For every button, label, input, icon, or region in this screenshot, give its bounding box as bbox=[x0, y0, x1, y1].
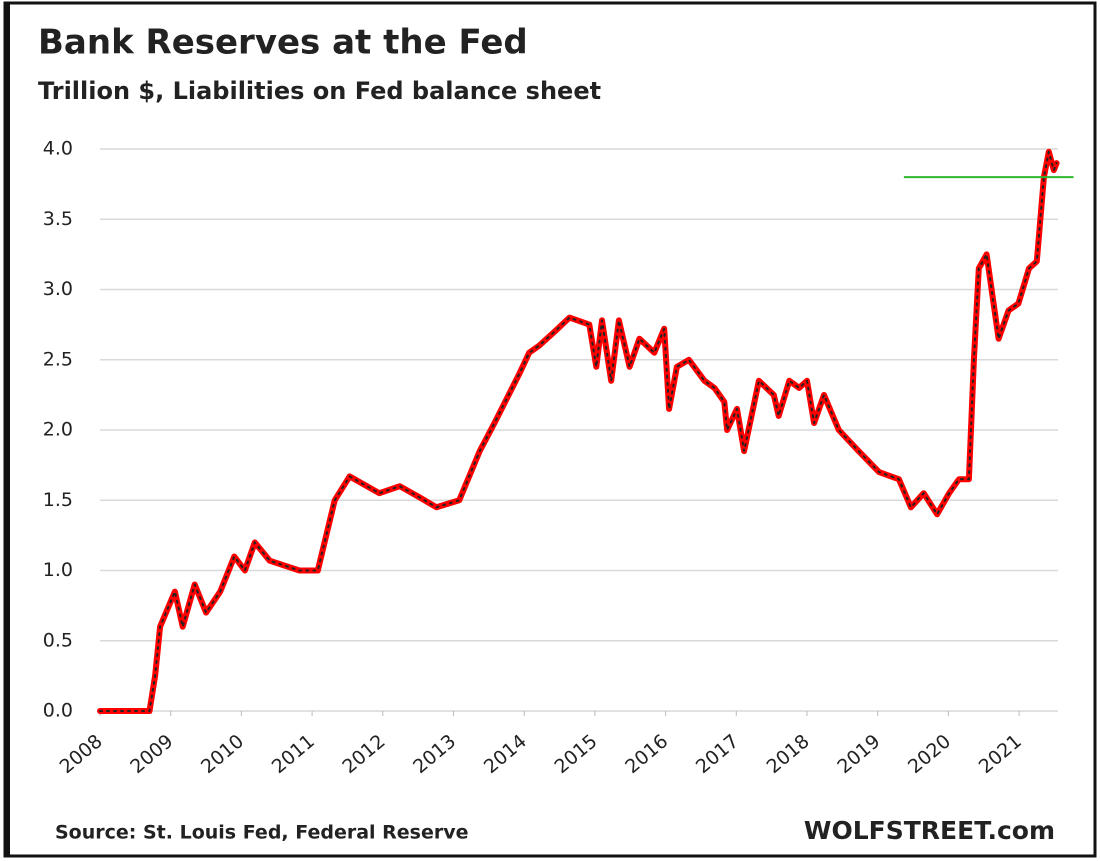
y-tick-label: 4.0 bbox=[43, 138, 73, 160]
y-tick-label: 2.5 bbox=[43, 348, 73, 370]
y-tick-label: 1.0 bbox=[43, 559, 73, 581]
chart-title: Bank Reserves at the Fed bbox=[38, 23, 528, 63]
source: Source: St. Louis Fed, Federal Reserve bbox=[55, 822, 469, 844]
brand: WOLFSTREET.com bbox=[804, 816, 1055, 845]
chart-subtitle: Trillion $, Liabilities on Fed balance s… bbox=[38, 77, 601, 105]
y-tick-label: 3.5 bbox=[43, 208, 73, 230]
y-tick-label: 1.5 bbox=[43, 489, 73, 511]
y-tick-label: 3.0 bbox=[43, 278, 73, 300]
series-line-dots bbox=[99, 150, 1058, 712]
y-tick-label: 0.0 bbox=[43, 700, 73, 722]
y-tick-label: 0.5 bbox=[43, 629, 73, 651]
y-tick-label: 2.0 bbox=[43, 419, 73, 441]
